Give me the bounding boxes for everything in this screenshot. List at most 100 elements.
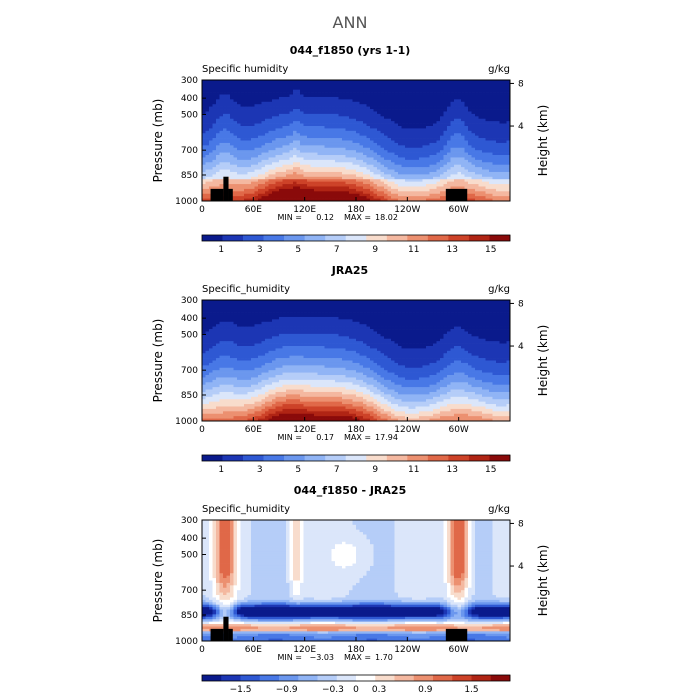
heatmap-cell [363, 84, 367, 88]
heatmap-cell [300, 193, 304, 197]
heatmap-cell [254, 87, 259, 91]
y2-tick-label: 4 [518, 122, 524, 132]
heatmap-cell [440, 99, 444, 103]
heatmap-cell [247, 82, 252, 86]
heatmap-cell [314, 176, 318, 180]
heatmap-cell [216, 152, 220, 156]
heatmap-cell [482, 191, 486, 195]
heatmap-cell [408, 92, 413, 95]
x-tick-label: 0 [199, 205, 205, 215]
heatmap-cell [338, 164, 343, 168]
heatmap-cell [212, 130, 217, 134]
heatmap-cell [314, 94, 318, 98]
heatmap-cell [338, 150, 343, 153]
heatmap-cell [237, 321, 241, 325]
heatmap-cell [335, 96, 339, 100]
heatmap-cell [230, 111, 234, 115]
heatmap-cell [212, 145, 217, 149]
heatmap-cell [212, 396, 217, 400]
heatmap-cell [415, 101, 420, 105]
heatmap-cell [363, 193, 367, 197]
heatmap-cell [503, 111, 507, 115]
heatmap-cell [359, 152, 364, 156]
colorbar-label: 13 [447, 245, 458, 255]
heatmap-cell [219, 150, 224, 153]
heatmap-cell [426, 162, 430, 166]
heatmap-cell [219, 101, 224, 105]
heatmap-cell [422, 176, 427, 180]
heatmap-cell [506, 89, 511, 93]
heatmap-cell [401, 179, 406, 182]
heatmap-cell [251, 159, 255, 163]
heatmap-cell [293, 169, 297, 173]
heatmap-cell [454, 125, 458, 129]
heatmap-cell [261, 116, 266, 120]
heatmap-cell [492, 92, 497, 95]
heatmap-cell [468, 167, 472, 170]
heatmap-cell [356, 181, 360, 185]
heatmap-cell [303, 150, 308, 153]
heatmap-cell [443, 188, 448, 192]
heatmap-cell [370, 169, 374, 173]
heatmap-cell [433, 174, 437, 178]
heatmap-cell [436, 198, 441, 202]
heatmap-cell [230, 401, 234, 405]
heatmap-cell [268, 176, 273, 180]
heatmap-cell [282, 184, 287, 187]
heatmap-cell [384, 169, 388, 173]
heatmap-cell [443, 130, 448, 134]
heatmap-cell [457, 128, 462, 132]
heatmap-cell [412, 179, 416, 182]
heatmap-cell [366, 80, 371, 83]
terrain-mask [210, 188, 224, 201]
heatmap-cell [230, 125, 234, 129]
heatmap-cell [254, 101, 259, 105]
y-tick-label: 700 [181, 146, 198, 156]
heatmap-cell [258, 188, 262, 192]
heatmap-cell [244, 167, 248, 170]
heatmap-cell [408, 133, 413, 137]
heatmap-cell [335, 106, 339, 110]
heatmap-cell [314, 169, 318, 173]
heatmap-cell [384, 123, 388, 127]
heatmap-cell [440, 157, 444, 161]
heatmap-cell [212, 379, 217, 383]
heatmap-cell [275, 188, 280, 192]
heatmap-cell [314, 174, 318, 178]
heatmap-cell [380, 111, 385, 115]
heatmap-cell [387, 188, 392, 192]
heatmap-cell [293, 174, 297, 178]
heatmap-cell [338, 87, 343, 91]
heatmap-cell [209, 89, 213, 93]
heatmap-cell [471, 150, 476, 153]
heatmap-cell [230, 377, 234, 381]
heatmap-cell [223, 80, 227, 83]
heatmap-cell [468, 140, 472, 144]
max-label: MAX = [344, 213, 371, 222]
heatmap-cell [205, 329, 210, 332]
heatmap-cell [380, 198, 385, 202]
heatmap-cell [265, 87, 269, 91]
heatmap-cell [247, 186, 252, 190]
heatmap-cell [216, 333, 220, 337]
heatmap-cell [310, 99, 315, 103]
heatmap-cell [475, 113, 479, 117]
heatmap-cell [450, 128, 455, 132]
heatmap-cell [205, 350, 210, 354]
heatmap-cell [272, 80, 276, 83]
heatmap-cell [471, 181, 476, 185]
heatmap-cell [412, 116, 416, 120]
heatmap-cell [342, 125, 346, 129]
heatmap-cell [328, 162, 332, 166]
units-label: g/kg [488, 64, 510, 75]
heatmap-cell [496, 162, 500, 166]
heatmap-cell [482, 130, 486, 134]
heatmap-cell [293, 184, 297, 187]
heatmap-cell [268, 96, 273, 100]
heatmap-cell [258, 118, 262, 122]
heatmap-cell [370, 174, 374, 178]
heatmap-cell [356, 89, 360, 93]
heatmap-cell [391, 140, 395, 144]
heatmap-cell [384, 92, 388, 95]
heatmap-cell [398, 198, 402, 202]
